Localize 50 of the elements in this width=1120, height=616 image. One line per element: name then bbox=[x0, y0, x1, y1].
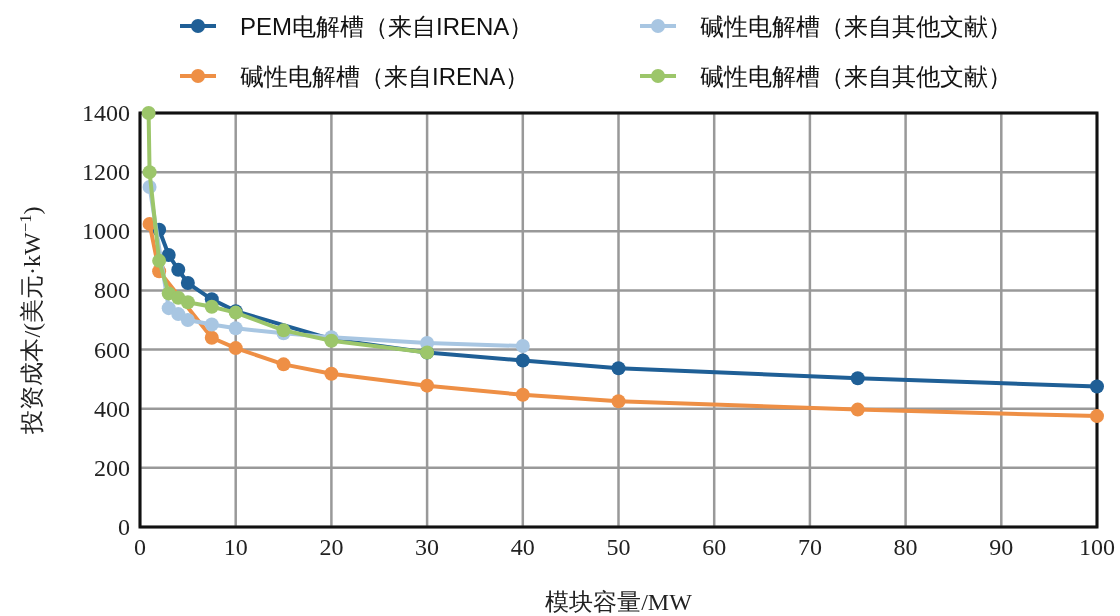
point bbox=[420, 378, 435, 393]
legend-label: PEM电解槽（来自IRENA） bbox=[240, 13, 534, 40]
y-tick-label: 1000 bbox=[82, 218, 130, 245]
point bbox=[515, 387, 530, 402]
point bbox=[180, 313, 195, 327]
point bbox=[161, 247, 176, 262]
x-axis-title: 模块容量/MW bbox=[545, 589, 693, 615]
legend-label: 碱性电解槽（来自其他文献） bbox=[700, 63, 1012, 90]
legend-label: 碱性电解槽（来自IRENA） bbox=[240, 63, 530, 90]
point bbox=[611, 361, 626, 376]
x-tick-label: 70 bbox=[797, 534, 822, 560]
x-tick-label: 20 bbox=[319, 534, 344, 560]
point bbox=[141, 106, 156, 120]
legend-label: 碱性电解槽（来自其他文献） bbox=[700, 13, 1012, 40]
point bbox=[850, 371, 865, 386]
point bbox=[152, 253, 167, 268]
point bbox=[228, 321, 243, 336]
point bbox=[142, 165, 157, 180]
point bbox=[515, 353, 530, 368]
y-tick-label: 200 bbox=[94, 454, 130, 481]
point bbox=[276, 357, 291, 372]
point bbox=[171, 307, 186, 322]
x-tick-label: 0 bbox=[134, 534, 146, 560]
point bbox=[1090, 379, 1104, 394]
y-tick-label: 600 bbox=[94, 336, 130, 363]
x-tick-label: 80 bbox=[893, 534, 918, 560]
point bbox=[180, 276, 195, 291]
y-tick-label: 1200 bbox=[82, 159, 130, 186]
point bbox=[204, 317, 219, 332]
x-tick-label: 10 bbox=[223, 534, 248, 560]
point bbox=[228, 341, 243, 356]
point bbox=[180, 295, 195, 310]
point bbox=[850, 402, 865, 417]
point bbox=[171, 262, 186, 277]
point bbox=[204, 299, 219, 314]
x-tick-label: 30 bbox=[415, 534, 440, 560]
y-tick-label: 0 bbox=[118, 514, 130, 540]
x-tick-label: 100 bbox=[1079, 534, 1115, 560]
point bbox=[611, 394, 626, 409]
point bbox=[204, 330, 219, 345]
x-tick-label: 90 bbox=[989, 534, 1014, 560]
x-tick-label: 50 bbox=[606, 534, 631, 560]
point bbox=[324, 366, 339, 381]
x-tick-label: 60 bbox=[702, 534, 727, 560]
y-tick-label: 400 bbox=[94, 395, 130, 422]
x-tick-label: 40 bbox=[510, 534, 535, 560]
point bbox=[515, 339, 530, 354]
point bbox=[1090, 409, 1104, 424]
y-tick-label: 800 bbox=[94, 277, 130, 304]
y-tick-label: 1400 bbox=[82, 100, 130, 126]
